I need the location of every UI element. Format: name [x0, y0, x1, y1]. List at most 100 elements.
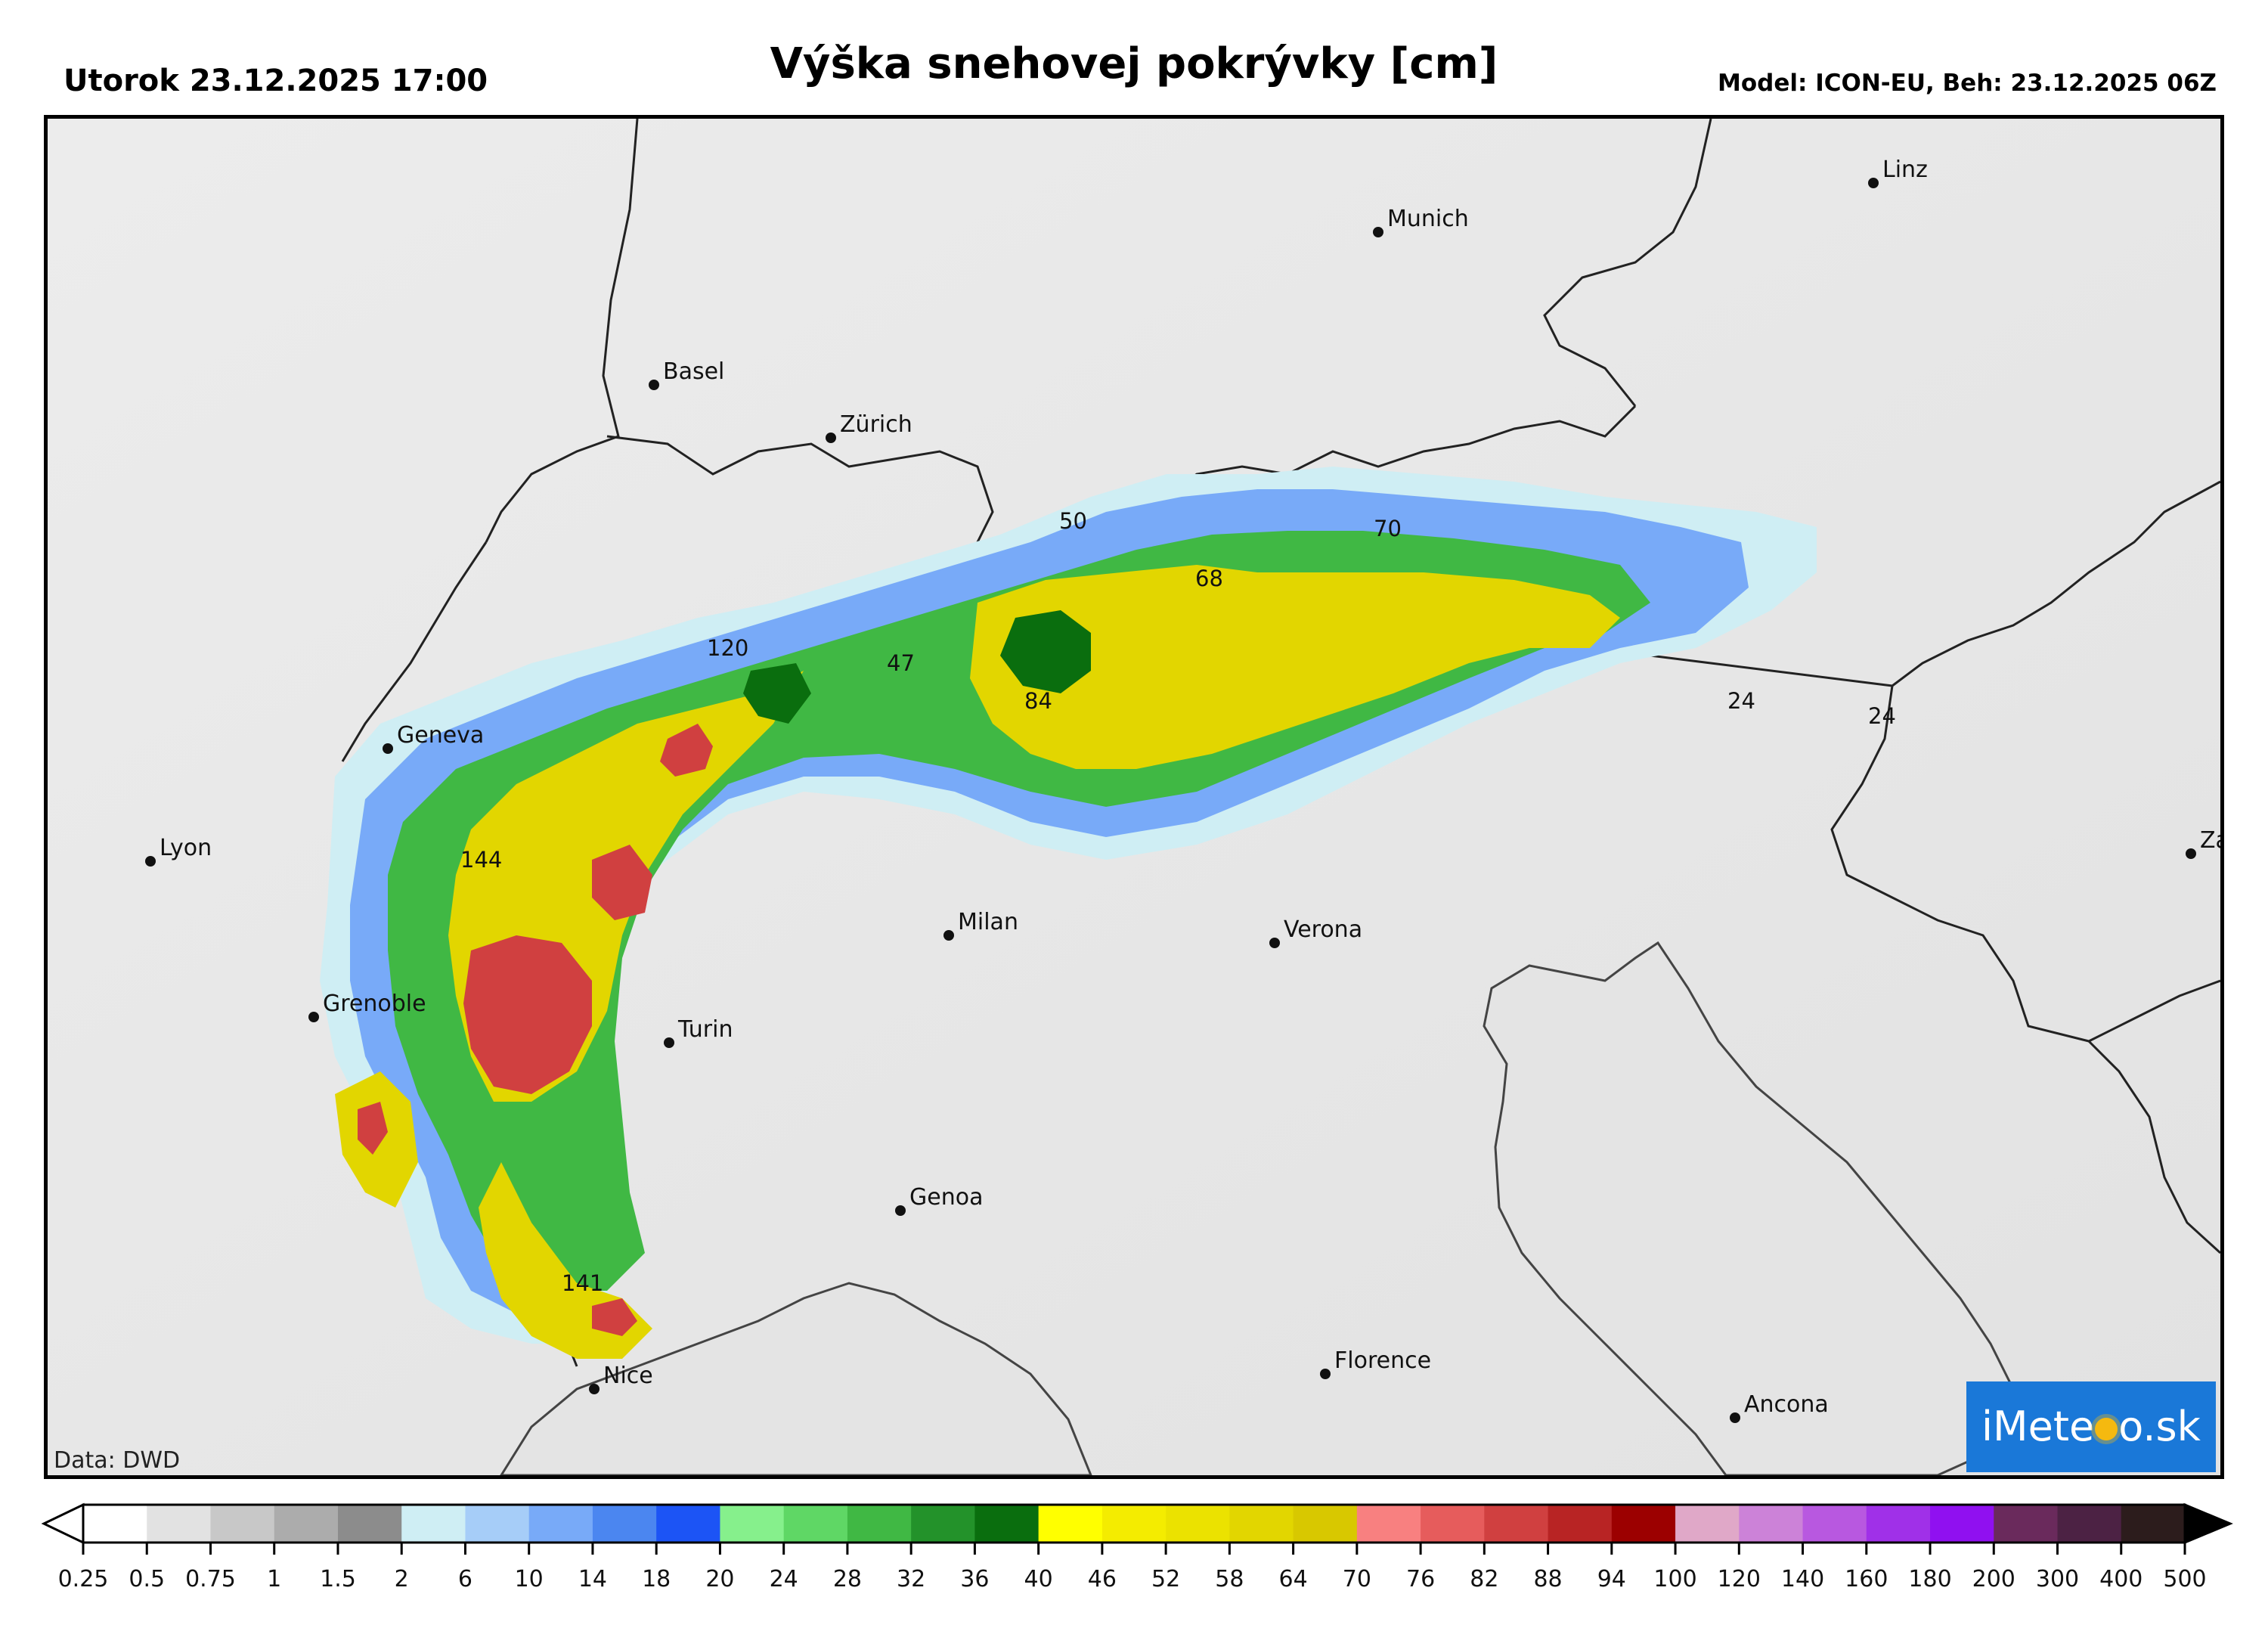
colorbar-cell [974, 1505, 1040, 1543]
city-label: Grenoble [323, 991, 426, 1017]
colorbar-ticks: 0.25 0.5 0.75 1 1.5 2 6 10 14 18 20 24 28 32 36 40 46 52 5… [58, 1543, 2207, 1592]
city-dot [1868, 178, 1879, 188]
colorbar-cell [147, 1505, 211, 1543]
colorbar-cell [783, 1505, 848, 1543]
colorbar-cell [720, 1505, 785, 1543]
city-dot [664, 1037, 674, 1048]
colorbar-tick-label: 2 [395, 1566, 409, 1592]
city-label: Munich [1387, 206, 1469, 232]
colorbar-cell [1356, 1505, 1421, 1543]
city-dot [649, 380, 659, 390]
ligurian-sea [500, 1282, 1092, 1475]
colorbar-tick-label: 46 [1088, 1566, 1117, 1592]
colorbar-tick-label: 140 [1781, 1566, 1824, 1592]
colorbar-cell [210, 1505, 275, 1543]
colorbar-right-arrow [2183, 1502, 2233, 1545]
colorbar-tick-label: 1.5 [320, 1566, 356, 1592]
city-dot [383, 743, 393, 754]
city-label: Florence [1334, 1347, 1431, 1374]
colorbar-tick-label: 88 [1533, 1566, 1562, 1592]
max-value-labels: 120 144 141 50 68 70 47 84 24 24 [460, 508, 1896, 1296]
max-value-label: 70 [1374, 516, 1402, 541]
city-geneva: Geneva [383, 722, 484, 754]
colorbar-tick-label: 32 [897, 1566, 925, 1592]
colorbar-cell [1229, 1505, 1294, 1543]
colorbar-cell [1994, 1505, 2059, 1543]
colorbar-tick-label: 36 [960, 1566, 989, 1592]
colorbar-cell [1548, 1505, 1613, 1543]
city-dot [826, 433, 836, 443]
max-value-label: 120 [707, 635, 748, 661]
colorbar-cell [1675, 1505, 1740, 1543]
snow-depth-fields [320, 467, 1817, 1359]
city-label: Zagreb [2200, 827, 2220, 854]
city-dot [1269, 938, 1280, 948]
max-value-label: 47 [887, 650, 915, 676]
city-zagreb: Zagreb [2186, 827, 2220, 859]
city-label: Geneva [397, 722, 484, 749]
city-ancona: Ancona [1730, 1391, 1829, 1423]
max-value-label: 144 [460, 847, 502, 873]
city-label: Verona [1284, 916, 1362, 943]
colorbar-tick-label: 0.5 [129, 1566, 165, 1592]
colorbar-tick-label: 64 [1279, 1566, 1308, 1592]
city-turin: Turin [664, 1016, 733, 1048]
colorbar-cell [401, 1505, 466, 1543]
colorbar-tick-label: 500 [2163, 1566, 2206, 1592]
city-dot [1730, 1412, 1740, 1423]
colorbar-tick-label: 18 [642, 1566, 671, 1592]
max-value-label: 84 [1024, 688, 1052, 714]
colorbar-cell [528, 1505, 593, 1543]
city-verona: Verona [1269, 916, 1362, 948]
model-info: Model: ICON-EU, Beh: 23.12.2025 06Z [1718, 70, 2217, 97]
city-zürich: Zürich [826, 411, 912, 443]
colorbar-cell [1101, 1505, 1167, 1543]
colorbar-tick-label: 160 [1845, 1566, 1888, 1592]
colorbar-tick-label: 20 [705, 1566, 734, 1592]
valid-time: Utorok 23.12.2025 17:00 [64, 64, 488, 98]
city-label: Linz [1882, 157, 1928, 183]
colorbar-cell [656, 1505, 720, 1543]
colorbar-tick-label: 10 [515, 1566, 544, 1592]
city-label: Basel [663, 358, 724, 385]
city-label: Zürich [840, 411, 912, 438]
city-markers: Linz Munich Basel Zürich Geneva Lyon Grenoble T… [145, 157, 2220, 1423]
colorbar-tick-label: 82 [1470, 1566, 1498, 1592]
colorbar-frame [82, 1503, 2186, 1544]
colorbar-cell [274, 1505, 339, 1543]
logo-text-a: iMete [1981, 1403, 2095, 1450]
colorbar-cell [1293, 1505, 1358, 1543]
city-dot [943, 930, 954, 941]
city-dot [895, 1205, 906, 1216]
colorbar-cell [1930, 1505, 1994, 1543]
colorbar-cell [337, 1505, 402, 1543]
colorbar-tick-label: 0.25 [58, 1566, 109, 1592]
city-milan: Milan [943, 909, 1018, 941]
city-linz: Linz [1868, 157, 1928, 188]
colorbar-tick-label: 6 [458, 1566, 472, 1592]
colorbar-tick-label: 58 [1215, 1566, 1244, 1592]
colorbar-cell [2121, 1505, 2186, 1543]
city-dot [1373, 227, 1383, 237]
city-nice: Nice [589, 1363, 653, 1394]
colorbar-left-arrow [41, 1502, 85, 1545]
colorbar-cells [83, 1505, 2186, 1543]
imeteo-logo[interactable]: iMete o.sk [1966, 1381, 2216, 1472]
max-value-label: 141 [562, 1270, 603, 1296]
city-dot [308, 1012, 319, 1022]
colorbar-tick-label: 14 [578, 1566, 607, 1592]
city-label: Nice [603, 1363, 653, 1389]
colorbar-tick-label: 70 [1343, 1566, 1371, 1592]
colorbar-tick-label: 100 [1653, 1566, 1696, 1592]
city-label: Milan [958, 909, 1018, 935]
colorbar-tick-label: 1 [267, 1566, 281, 1592]
colorbar-tick-label: 94 [1597, 1566, 1626, 1592]
city-lyon: Lyon [145, 835, 212, 867]
max-value-label: 24 [1868, 703, 1896, 729]
colorbar-cell [1739, 1505, 1804, 1543]
city-label: Genoa [909, 1184, 983, 1211]
colorbar-tick-label: 0.75 [185, 1566, 236, 1592]
colorbar-cell [911, 1505, 975, 1543]
city-florence: Florence [1320, 1347, 1431, 1379]
colorbar-tick-label: 300 [2036, 1566, 2079, 1592]
